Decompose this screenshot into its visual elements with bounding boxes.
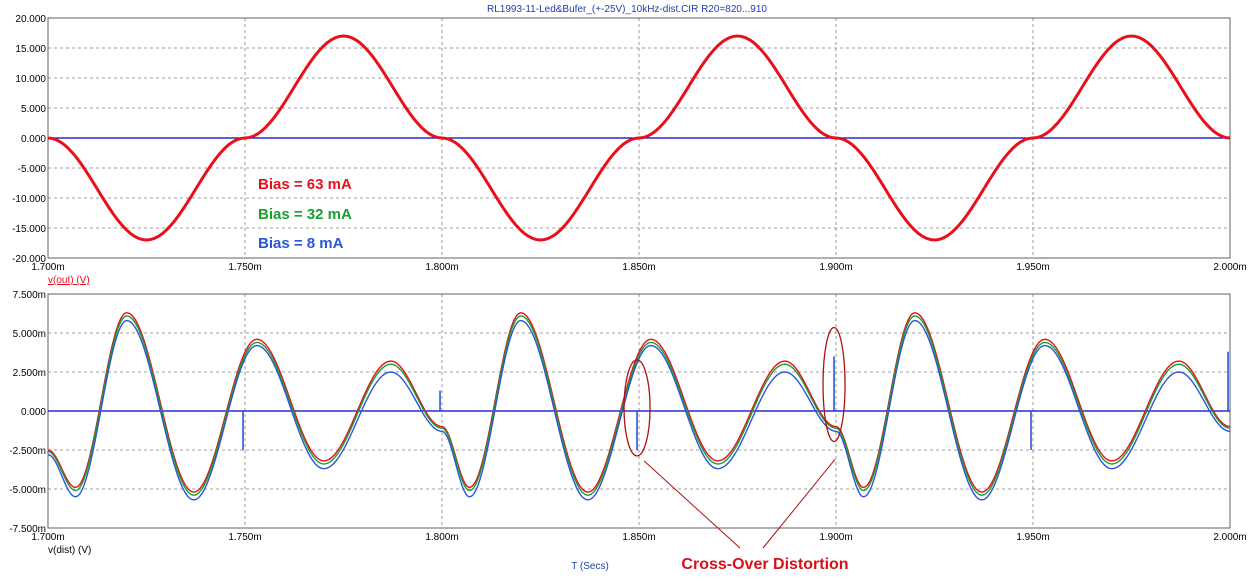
crossover-highlight-ellipse: [822, 326, 846, 443]
top-x-tick-label: 1.800m: [425, 262, 458, 273]
top-y-tick-label: -20.000: [12, 254, 46, 265]
top-y-tick-label: 0.000: [21, 134, 46, 145]
top-y-tick-label: -10.000: [12, 194, 46, 205]
top-x-tick-label: 1.850m: [622, 262, 655, 273]
top-y-axis-label: v(out) (V): [48, 275, 90, 286]
bottom-y-tick-label: 5.000m: [13, 329, 46, 340]
bottom-x-tick-label: 1.800m: [425, 532, 458, 543]
bottom-y-tick-label: 0.000: [21, 407, 46, 418]
crossover-highlight-ellipse: [623, 359, 651, 457]
top-x-tick-label: 2.000m: [1213, 262, 1246, 273]
annotation-pointer-line: [643, 460, 741, 549]
top-x-tick-label: 1.750m: [228, 262, 261, 273]
bottom-series-red-line: [47, 311, 1231, 493]
top-y-tick-label: 10.000: [15, 74, 46, 85]
bottom-series-blue-line: [47, 319, 1231, 501]
bias-8-annotation: Bias = 8 mA: [258, 235, 344, 252]
bottom-y-tick-label: -7.500m: [9, 524, 46, 535]
bottom-x-tick-label: 1.750m: [228, 532, 261, 543]
top-x-tick-label: 1.700m: [31, 262, 64, 273]
top-y-tick-label: 20.000: [15, 14, 46, 25]
bottom-x-tick-label: 1.900m: [819, 532, 852, 543]
bottom-y-tick-label: -5.000m: [9, 485, 46, 496]
bottom-x-tick-label: 1.850m: [622, 532, 655, 543]
chart-title: RL1993-11-Led&Bufer_(+-25V)_10kHz-dist.C…: [487, 4, 767, 15]
bottom-x-tick-label: 1.700m: [31, 532, 64, 543]
bias-63-annotation: Bias = 63 mA: [258, 176, 352, 193]
top-series-red-line: [47, 34, 1231, 242]
cross-over-distortion-annotation: Cross-Over Distortion: [681, 556, 848, 573]
top-x-tick-label: 1.900m: [819, 262, 852, 273]
bottom-y-axis-label: v(dist) (V): [48, 545, 91, 556]
x-axis-label: T (Secs): [571, 561, 609, 572]
bottom-x-tick-label: 1.950m: [1016, 532, 1049, 543]
top-y-tick-label: -15.000: [12, 224, 46, 235]
bottom-y-tick-label: 7.500m: [13, 290, 46, 301]
top-x-tick-label: 1.950m: [1016, 262, 1049, 273]
bottom-y-tick-label: -2.500m: [9, 446, 46, 457]
bottom-x-tick-label: 2.000m: [1213, 532, 1246, 543]
top-y-tick-label: 15.000: [15, 44, 46, 55]
annotation-pointer-line: [762, 459, 836, 549]
top-y-tick-label: 5.000: [21, 104, 46, 115]
top-y-tick-label: -5.000: [18, 164, 47, 175]
bottom-y-tick-label: 2.500m: [13, 368, 46, 379]
bias-32-annotation: Bias = 32 mA: [258, 206, 352, 223]
bottom-series-green-line: [47, 315, 1231, 496]
